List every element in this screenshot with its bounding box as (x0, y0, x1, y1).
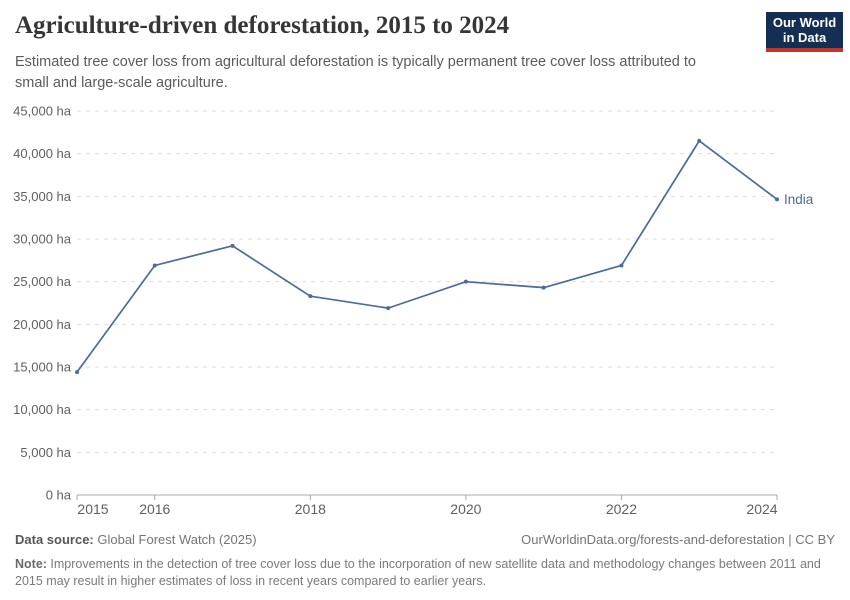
data-point (619, 263, 624, 268)
data-point (463, 279, 468, 284)
data-point (697, 138, 702, 143)
line-chart: 0 ha 5,000 ha 10,000 ha 15,000 ha 20,000 ha 2… (13, 104, 814, 518)
y-axis-tick-label: 10,000 ha (13, 402, 72, 417)
chart-title: Agriculture-driven deforestation, 2015 t… (15, 12, 510, 39)
owid-logo: Our World in Data (766, 12, 843, 52)
data-point (152, 263, 157, 268)
note-text: Improvements in the detection of tree co… (15, 557, 821, 588)
y-axis-tick-label: 0 ha (46, 488, 72, 503)
y-axis-tick-label: 25,000 ha (13, 274, 72, 289)
y-axis-tick-label: 5,000 ha (20, 445, 71, 460)
y-axis-tick-label: 45,000 ha (13, 104, 72, 119)
owid-url-text: OurWorldinData.org/forests-and-deforesta… (521, 532, 835, 547)
series-line (76, 140, 778, 373)
chart-footer: Data source: Global Forest Watch (2025) … (15, 532, 835, 547)
data-point (775, 197, 779, 202)
data-point (230, 243, 235, 248)
owid-logo-text-line1: Our World (772, 15, 837, 30)
y-axis-tick-label: 35,000 ha (13, 189, 72, 204)
y-axis-tick-label: 40,000 ha (13, 146, 72, 161)
x-axis-tick-label: 2018 (295, 501, 326, 517)
y-axis-tick-label: 30,000 ha (13, 232, 72, 247)
y-axis-tick-label: 20,000 ha (13, 317, 72, 332)
x-axis-tick-label: 2020 (450, 501, 481, 517)
x-axis-tick-label: 2024 (746, 501, 777, 517)
data-point (75, 370, 79, 375)
note-label: Note: (15, 557, 47, 571)
data-point (386, 306, 391, 311)
data-point (308, 294, 313, 299)
x-axis-tick-label: 2022 (606, 501, 637, 517)
chart-note: Note: Improvements in the detection of t… (15, 556, 837, 590)
x-axis-tick-label: 2016 (139, 501, 170, 517)
x-axis-tick-label: 2015 (77, 501, 108, 517)
y-axis-tick-label: 15,000 ha (13, 360, 72, 375)
data-point (541, 285, 546, 290)
data-source-value: Global Forest Watch (2025) (93, 532, 257, 547)
data-source-text: Data source: Global Forest Watch (2025) (15, 532, 257, 547)
owid-logo-text-line2: in Data (782, 30, 827, 45)
series-entity-label: India (784, 192, 814, 207)
data-source-label: Data source: (15, 532, 94, 547)
chart-subtitle: Estimated tree cover loss from agricultu… (15, 54, 696, 91)
